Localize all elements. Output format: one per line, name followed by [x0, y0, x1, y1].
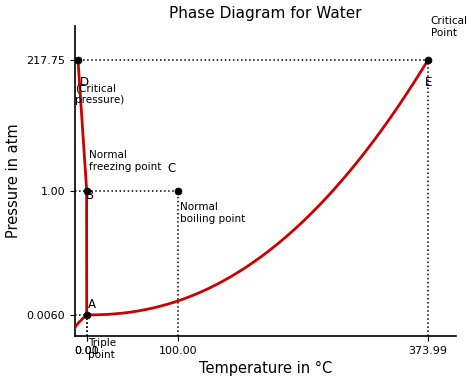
Text: Normal
boiling point: Normal boiling point — [180, 202, 245, 224]
Text: Critical
Point: Critical Point — [430, 16, 467, 38]
Text: A: A — [88, 298, 96, 311]
Text: (Critical
pressure): (Critical pressure) — [75, 84, 124, 105]
Text: D: D — [79, 76, 89, 89]
Text: C: C — [168, 162, 176, 175]
Y-axis label: Pressure in atm: Pressure in atm — [6, 124, 20, 238]
Text: Normal
freezing point: Normal freezing point — [89, 150, 161, 172]
X-axis label: Temperature in °C: Temperature in °C — [199, 361, 332, 376]
Text: E: E — [425, 76, 432, 89]
Title: Phase Diagram for Water: Phase Diagram for Water — [169, 6, 362, 21]
Text: B: B — [86, 189, 94, 202]
Text: Triple
point: Triple point — [88, 338, 116, 360]
